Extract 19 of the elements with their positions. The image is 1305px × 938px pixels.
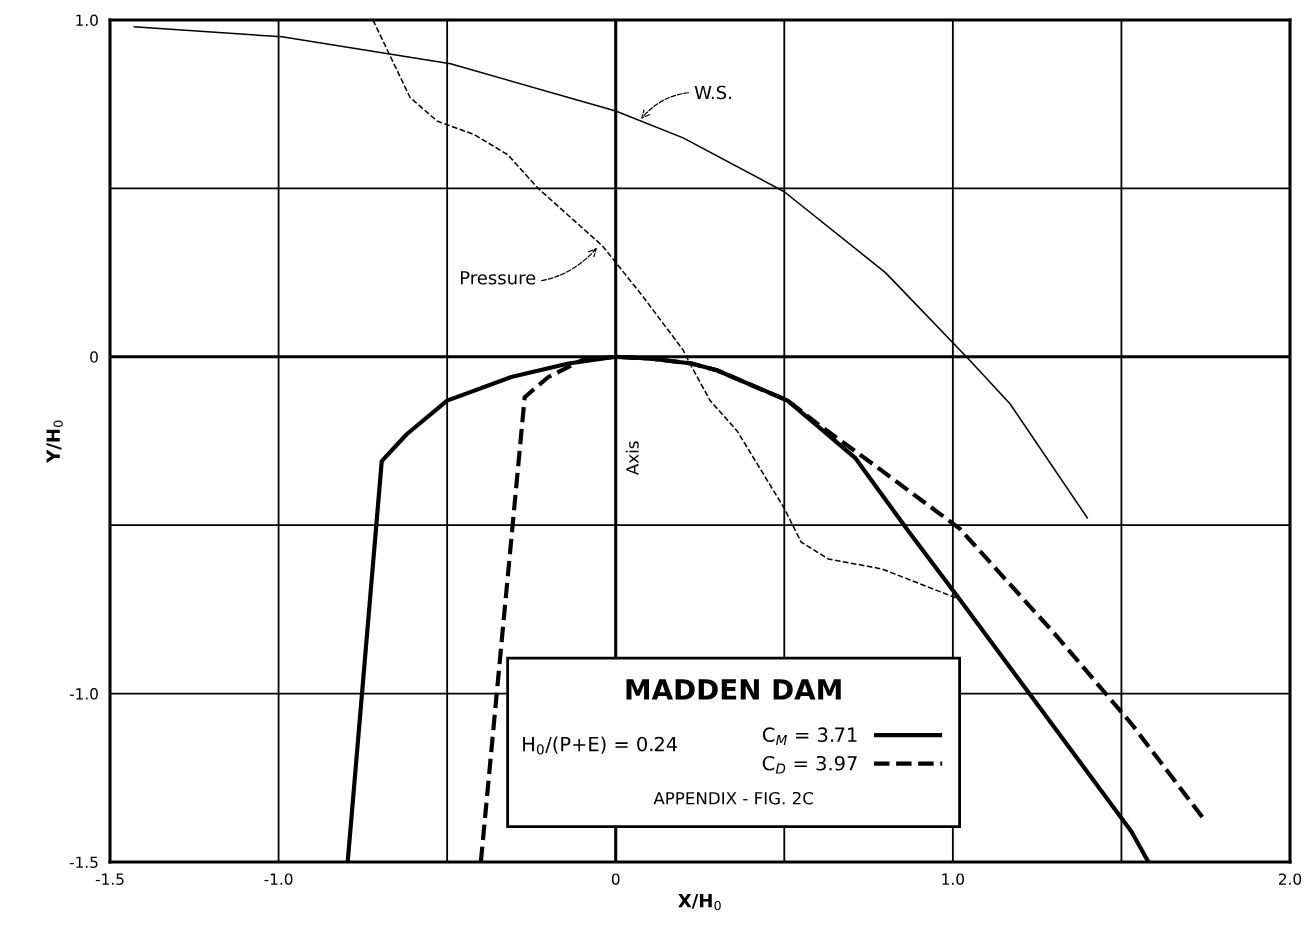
legend-label: C$_{M}$ = 3.71 bbox=[762, 727, 857, 745]
x-tick-label: 2.0 bbox=[1278, 873, 1302, 885]
y-tick-label: 1.0 bbox=[76, 14, 98, 27]
legend-label: C$_{D}$ = 3.97 bbox=[762, 755, 857, 774]
x-tick-label: -1.0 bbox=[264, 873, 293, 885]
annotation: Axis bbox=[625, 441, 639, 475]
y-axis-title: Y/H$_{0}$ bbox=[46, 420, 63, 463]
annotation: Pressure bbox=[460, 271, 536, 285]
x-axis-title: X/H$_{0}$ bbox=[678, 893, 721, 911]
legend-title: MADDEN DAM bbox=[626, 679, 841, 700]
y-tick-label: 0 bbox=[90, 351, 98, 363]
annotation: H$_{0}$/(P+E) = 0.24 bbox=[523, 736, 678, 755]
annotation: W.S. bbox=[694, 85, 731, 100]
x-tick-label: -1.5 bbox=[95, 873, 124, 885]
y-tick-label: -1.0 bbox=[69, 688, 98, 700]
x-tick-label: 0 bbox=[611, 873, 620, 885]
annotation: APPENDIX - FIG. 2C bbox=[653, 791, 813, 805]
x-tick-label: 1.0 bbox=[942, 873, 964, 885]
y-tick-label: -1.5 bbox=[69, 856, 98, 869]
